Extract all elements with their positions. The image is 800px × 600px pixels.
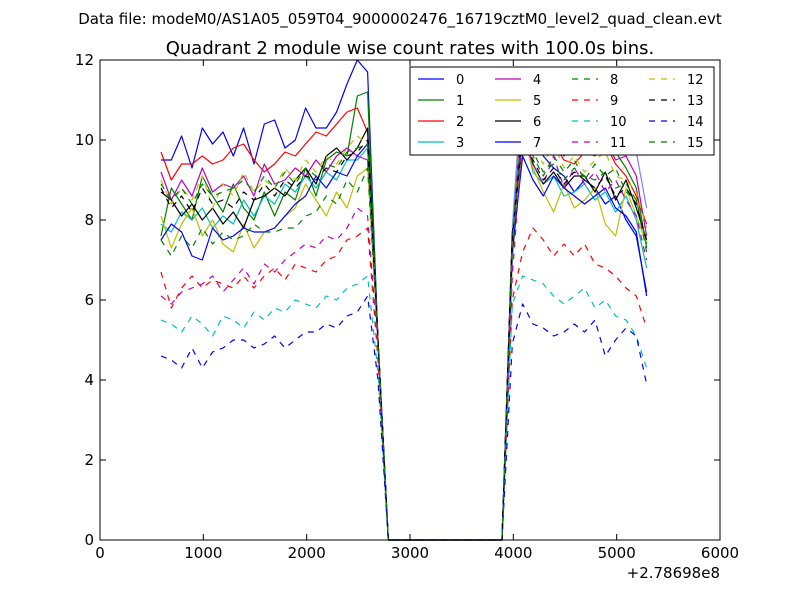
y-tick-label: 10 (75, 131, 94, 149)
series-line-13 (160, 139, 648, 541)
chart-suptitle: Data file: modeM0/AS1A05_059T04_90000024… (78, 10, 722, 29)
series-line-6 (160, 127, 648, 541)
legend-label-8: 8 (610, 73, 618, 88)
legend-box (409, 66, 715, 156)
y-tick-label: 0 (84, 531, 94, 549)
legend-label-15: 15 (687, 136, 704, 151)
legend-label-14: 14 (687, 115, 704, 130)
series-line-8 (160, 123, 648, 541)
series-line-3 (160, 127, 648, 541)
x-tick-label: 5000 (598, 544, 636, 562)
legend-label-7: 7 (533, 136, 541, 151)
legend-label-12: 12 (687, 73, 704, 88)
x-tick-label: 2000 (288, 544, 326, 562)
legend-label-3: 3 (456, 136, 464, 151)
x-tick-label: 0 (95, 544, 105, 562)
x-tick-label: 4000 (494, 544, 532, 562)
series-line-5 (160, 135, 648, 541)
legend-label-10: 10 (610, 115, 627, 130)
series-line-9 (160, 227, 648, 541)
legend-label-11: 11 (610, 136, 627, 151)
chart-title: Quadrant 2 module wise count rates with … (166, 38, 655, 59)
series-line-14 (160, 295, 648, 541)
series-line-1 (160, 91, 648, 541)
legend-label-9: 9 (610, 94, 618, 109)
y-tick-label: 8 (84, 211, 94, 229)
legend-label-4: 4 (533, 73, 541, 88)
y-tick-label: 12 (75, 51, 94, 69)
x-tick-label: 3000 (391, 544, 429, 562)
x-tick-label: 1000 (184, 544, 222, 562)
x-tick-label: 6000 (701, 544, 739, 562)
legend-label-13: 13 (687, 94, 704, 109)
legend-label-6: 6 (533, 115, 541, 130)
legend-label-5: 5 (533, 94, 541, 109)
x-offset-label: +2.78698e8 (627, 564, 720, 582)
series-line-11 (160, 135, 648, 541)
legend-label-1: 1 (456, 94, 464, 109)
axes-frame (99, 59, 721, 541)
y-tick-label: 4 (84, 371, 94, 389)
legend-label-0: 0 (456, 73, 464, 88)
y-tick-label: 2 (84, 451, 94, 469)
y-tick-label: 6 (84, 291, 94, 309)
legend-label-2: 2 (456, 115, 464, 130)
series-line-10 (160, 275, 648, 541)
series-line-7 (160, 143, 648, 541)
series-line-15 (160, 119, 648, 541)
